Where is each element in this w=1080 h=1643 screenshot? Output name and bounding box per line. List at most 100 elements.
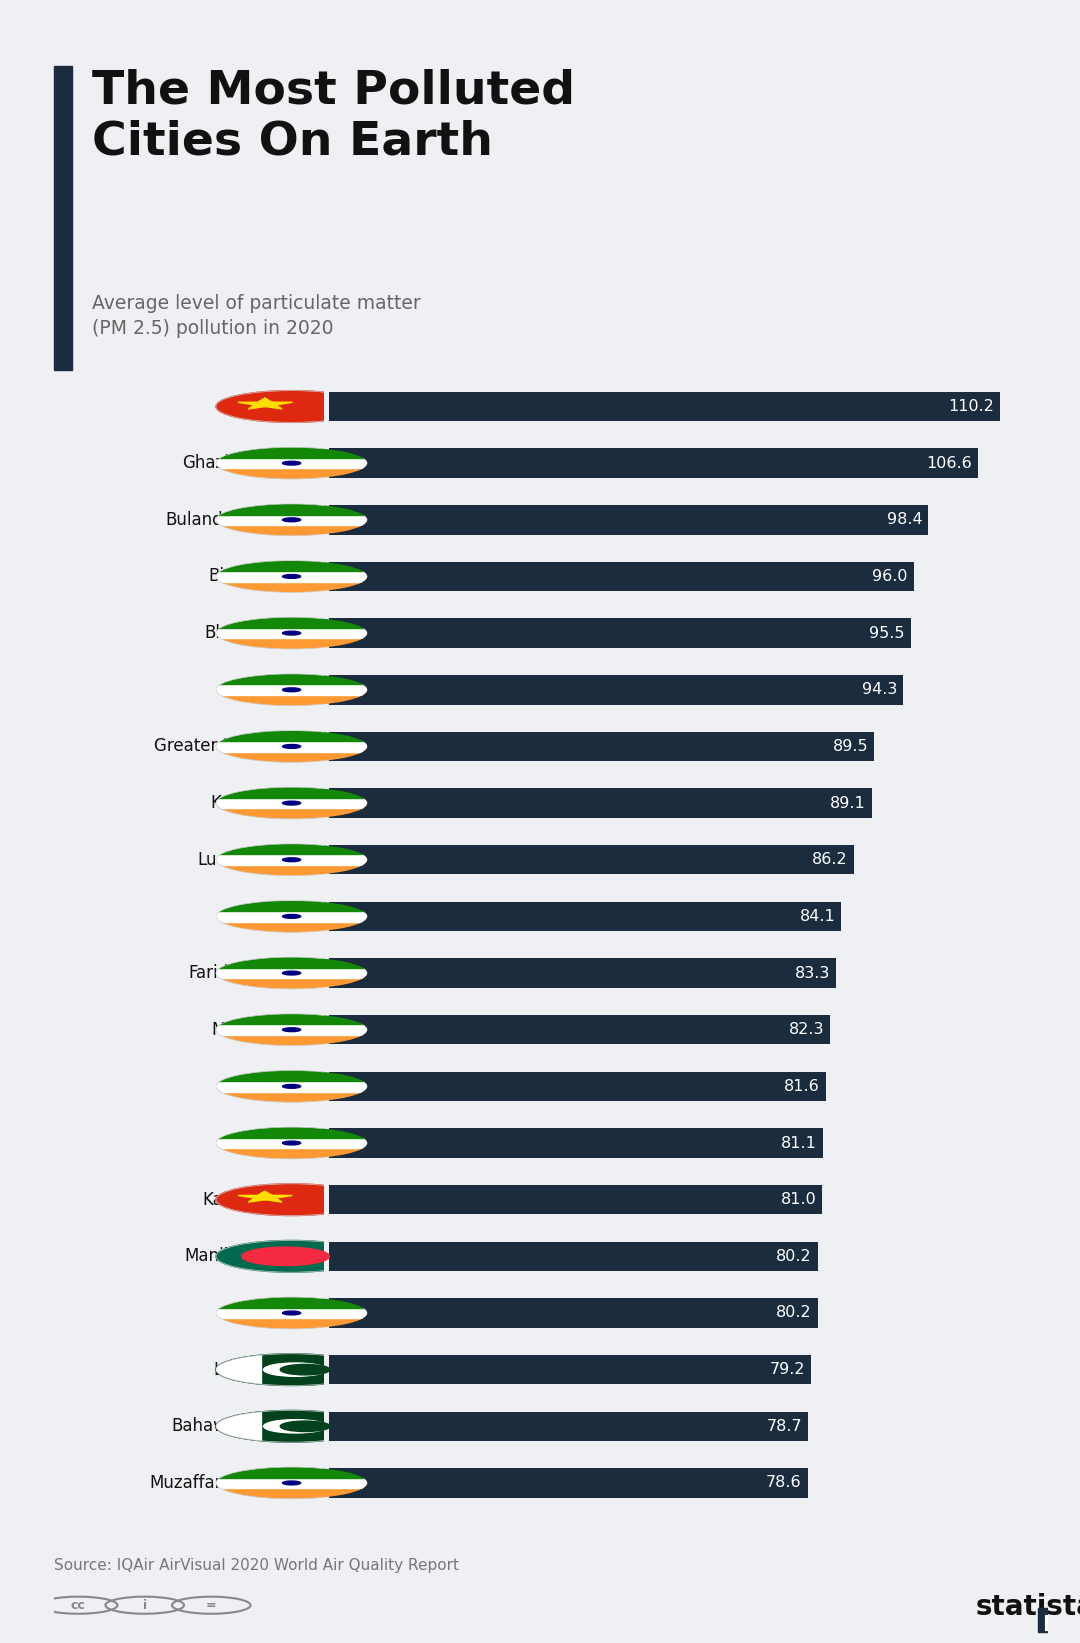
Bar [329,1355,811,1385]
Polygon shape [216,798,367,808]
Text: The Most Polluted
Cities On Earth: The Most Polluted Cities On Earth [92,69,575,164]
Circle shape [216,1240,367,1272]
Polygon shape [216,514,367,526]
Bar [329,618,910,647]
Polygon shape [238,398,293,409]
Text: 106.6: 106.6 [927,455,972,470]
Polygon shape [1045,1610,1080,1630]
Circle shape [283,1084,300,1088]
Text: 78.7: 78.7 [767,1420,802,1434]
Bar [329,562,914,591]
Bar [54,66,72,370]
Polygon shape [216,1025,367,1035]
Text: Ghaziabad: Ghaziabad [181,453,270,472]
Text: Muzaffarnagar: Muzaffarnagar [150,1474,270,1492]
Circle shape [216,1185,367,1216]
Text: Faridabad: Faridabad [189,964,270,983]
Circle shape [283,971,300,974]
Circle shape [264,1420,327,1433]
Circle shape [283,1142,300,1145]
Bar [329,1071,826,1101]
Bar [329,958,836,987]
Bar [329,845,854,874]
Polygon shape [216,1035,367,1045]
Text: 95.5: 95.5 [869,626,905,641]
Polygon shape [216,1014,367,1025]
Polygon shape [216,1091,367,1102]
Text: Jind: Jind [240,1078,270,1096]
Text: 89.5: 89.5 [833,739,868,754]
Text: 94.3: 94.3 [862,682,897,697]
Polygon shape [216,978,367,989]
Circle shape [216,1410,367,1443]
Circle shape [283,688,300,692]
Polygon shape [216,958,367,968]
Polygon shape [216,468,367,480]
Polygon shape [216,560,367,572]
Text: Noida: Noida [222,680,270,698]
Bar [329,731,874,761]
Bar [329,789,872,818]
Polygon shape [216,912,367,922]
Text: 80.2: 80.2 [775,1249,811,1263]
Polygon shape [216,572,367,582]
Bar [329,675,903,705]
Polygon shape [216,458,367,468]
Polygon shape [216,1467,367,1477]
Polygon shape [216,1318,367,1329]
Text: Kashgar: Kashgar [203,1191,270,1209]
Polygon shape [216,695,367,705]
Text: Lucknow: Lucknow [198,851,270,869]
Circle shape [283,518,300,522]
Text: Hisar: Hisar [227,1134,270,1152]
Circle shape [283,1480,300,1485]
Circle shape [283,1311,300,1314]
Bar [329,1015,831,1045]
Polygon shape [216,504,367,514]
Bar [329,391,1000,421]
Text: Source: IQAir AirVisual 2020 World Air Quality Report: Source: IQAir AirVisual 2020 World Air Q… [54,1558,459,1574]
Polygon shape [216,900,367,912]
Polygon shape [216,808,367,818]
Bar [1038,1607,1080,1631]
Text: 110.2: 110.2 [948,399,994,414]
Text: Hotan: Hotan [220,398,270,416]
Bar [329,449,978,478]
Polygon shape [216,731,367,741]
Text: 96.0: 96.0 [873,568,907,583]
Polygon shape [216,1148,367,1158]
Circle shape [264,1364,327,1377]
Text: Agra: Agra [231,1305,270,1323]
Text: Delhi: Delhi [227,907,270,925]
Polygon shape [216,1308,367,1318]
Polygon shape [216,639,367,649]
Bar [329,1129,823,1158]
Text: 83.3: 83.3 [795,966,831,981]
Bar [329,1469,808,1498]
Text: 79.2: 79.2 [770,1362,806,1377]
Bar [329,1242,818,1272]
Polygon shape [216,685,367,695]
Text: 80.2: 80.2 [775,1306,811,1321]
Polygon shape [216,582,367,593]
Text: 98.4: 98.4 [887,513,922,527]
Text: Meerut: Meerut [212,1020,270,1038]
Circle shape [283,744,300,748]
Text: =: = [206,1599,217,1612]
Circle shape [283,858,300,861]
Text: 81.1: 81.1 [781,1135,816,1150]
Polygon shape [216,1489,367,1498]
Text: Lahore: Lahore [213,1360,270,1378]
Polygon shape [216,1071,367,1081]
Text: 78.6: 78.6 [766,1475,801,1490]
Polygon shape [216,741,367,752]
Polygon shape [216,854,367,864]
Text: cc: cc [71,1599,85,1612]
Polygon shape [216,1296,367,1308]
Polygon shape [216,864,367,876]
Polygon shape [216,526,367,536]
Polygon shape [216,1127,367,1137]
Text: 86.2: 86.2 [812,853,848,868]
Bar [329,1411,809,1441]
Polygon shape [216,787,367,798]
